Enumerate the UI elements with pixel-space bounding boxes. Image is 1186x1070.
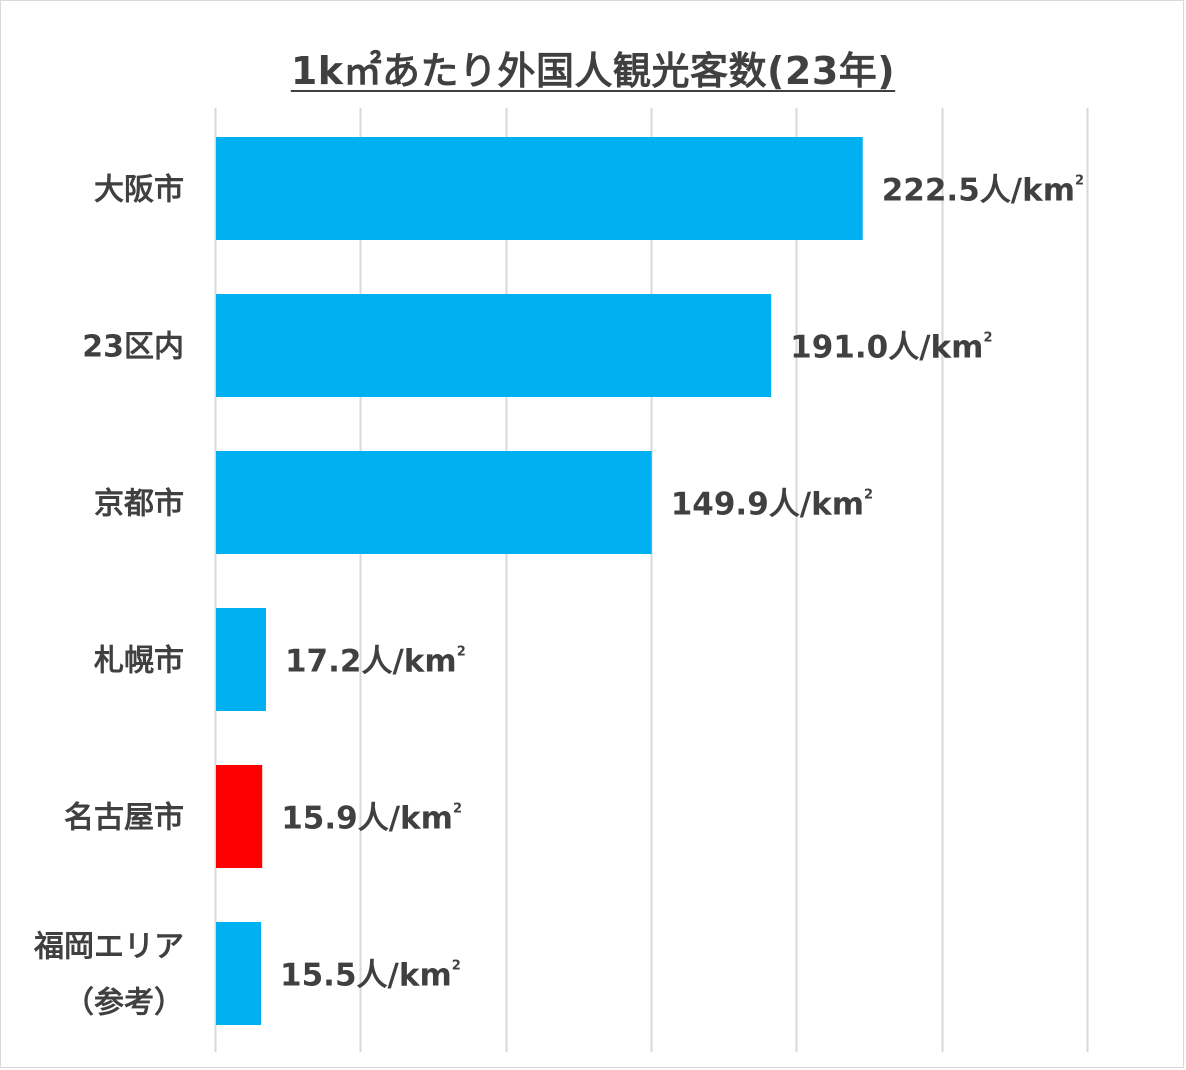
category-label: 大阪市	[94, 173, 184, 208]
bar-3	[216, 608, 266, 711]
category-label: 京都市	[94, 487, 184, 522]
category-label: 札幌市	[94, 644, 184, 679]
category-label: 23区内	[82, 330, 184, 365]
bar-2	[216, 451, 652, 554]
data-label: 222.5人/km2	[882, 173, 1084, 209]
gridlines	[214, 108, 1089, 1052]
bar-1	[216, 294, 772, 397]
chart-title: 1k㎡あたり外国人観光客数(23年)	[290, 49, 896, 93]
data-label: 149.9人/km2	[671, 487, 873, 523]
bars	[216, 137, 863, 1025]
data-label: 191.0人/km2	[790, 330, 992, 366]
data-label: 17.2人/km2	[285, 644, 466, 680]
category-label: 名古屋市	[64, 801, 184, 836]
category-label: （参考）	[64, 986, 184, 1021]
bar-0	[216, 137, 863, 240]
category-label: 福岡エリア	[33, 930, 184, 965]
data-label: 15.9人/km2	[281, 801, 462, 837]
bar-5	[216, 922, 262, 1025]
value-labels: 222.5人/km2 191.0人/km2 149.9人/km2 17.2人/km2 1…	[280, 173, 1084, 994]
bar-4	[216, 765, 263, 868]
data-label: 15.5人/km2	[280, 958, 461, 994]
